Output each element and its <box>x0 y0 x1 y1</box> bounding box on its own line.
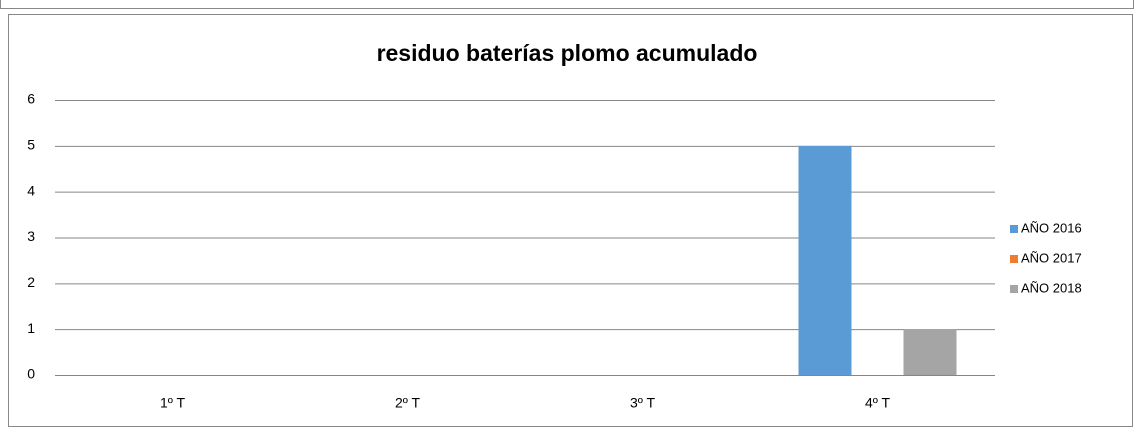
x-tick-label: 1º T <box>160 395 186 411</box>
legend-swatch <box>1010 225 1018 233</box>
x-tick-label: 3º T <box>630 395 656 411</box>
x-tick-label: 4º T <box>865 395 891 411</box>
y-tick-label: 5 <box>27 137 35 153</box>
y-tick-label: 6 <box>27 91 35 107</box>
bar <box>903 329 957 375</box>
y-tick-label: 1 <box>27 320 35 336</box>
y-tick-label: 3 <box>27 228 35 244</box>
chart-title: residuo baterías plomo acumulado <box>377 40 758 66</box>
y-tick-label: 0 <box>27 366 35 382</box>
x-tick-label: 2º T <box>395 395 421 411</box>
legend-label: AÑO 2017 <box>1021 250 1082 265</box>
legend-label: AÑO 2016 <box>1021 220 1082 235</box>
legend-swatch <box>1010 255 1018 263</box>
legend-label: AÑO 2018 <box>1021 280 1082 295</box>
y-tick-label: 2 <box>27 274 35 290</box>
legend-swatch <box>1010 285 1018 293</box>
chart-border <box>8 14 1133 427</box>
y-tick-label: 4 <box>27 182 35 198</box>
bar <box>798 145 852 375</box>
